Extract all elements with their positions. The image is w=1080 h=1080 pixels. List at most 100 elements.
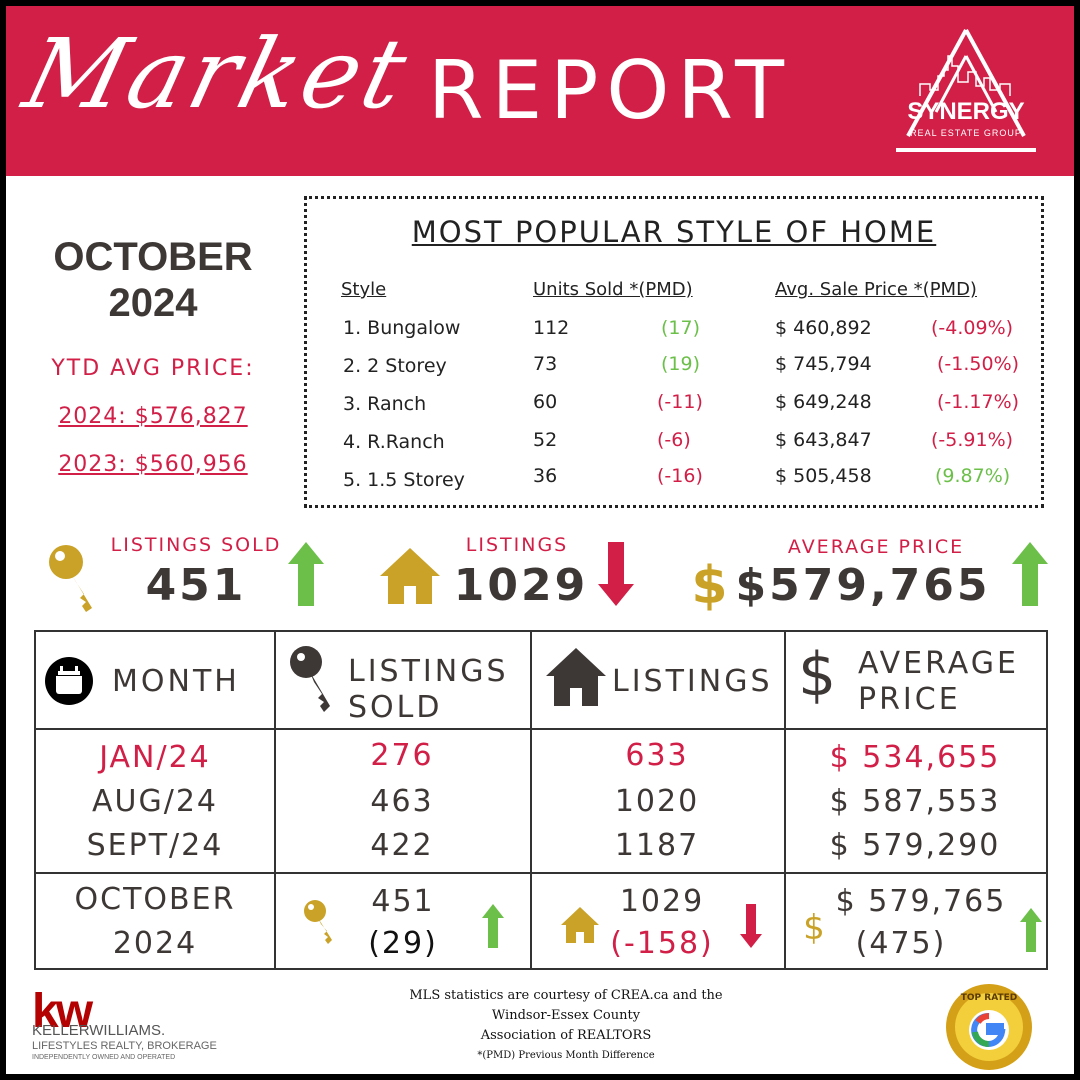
source-attribution: MLS statistics are courtesy of CREA.ca a… xyxy=(386,986,746,1066)
monthly-table: MONTH LISTINGS SOLD LISTINGS $ AVERAGE P… xyxy=(34,630,1048,970)
house-icon xyxy=(380,548,440,604)
synergy-logo-name: SYNERGY xyxy=(907,98,1025,125)
average-price-label: AVERAGE PRICE xyxy=(787,536,965,558)
current-listings: 1029 xyxy=(619,884,705,919)
ytd-2023: 2023: $560,956 xyxy=(58,452,248,477)
current-sold: 451 xyxy=(371,884,435,919)
avg-price: $ 643,847 xyxy=(775,429,872,451)
independently-owned-text: INDEPENDENTLY OWNED AND OPERATED xyxy=(32,1054,176,1061)
pmd-footnote: *(PMD) Previous Month Difference xyxy=(477,1050,655,1061)
arrow-down-icon xyxy=(740,904,762,948)
price-pmd: (9.87%) xyxy=(935,465,1011,487)
arrow-down-icon xyxy=(598,542,634,606)
header-units: Units Sold *(PMD) xyxy=(533,279,693,300)
avg-price: $ 649,248 xyxy=(775,391,872,413)
month-cell: JAN/24 xyxy=(99,740,211,775)
source-line-1: MLS statistics are courtesy of CREA.ca a… xyxy=(409,988,723,1003)
avg-price: $ 745,794 xyxy=(775,353,872,375)
price-cell: $ 587,553 xyxy=(829,784,1001,819)
average-price-value: $579,765 xyxy=(735,560,991,611)
key-icon xyxy=(290,646,330,712)
popular-styles-box: MOST POPULAR STYLE OF HOME Style Units S… xyxy=(304,196,1044,508)
badge-text: TOP RATED xyxy=(961,993,1017,1003)
average-price-header-line1: AVERAGE xyxy=(858,646,1019,681)
units-sold: 112 xyxy=(533,317,570,339)
popular-styles-title: MOST POPULAR STYLE OF HOME xyxy=(411,215,937,249)
price-pmd: (-5.91%) xyxy=(931,429,1014,451)
current-listings-pmd: (-158) xyxy=(610,926,714,961)
current-year: 2024 xyxy=(112,926,198,961)
units-sold: 73 xyxy=(533,353,558,375)
listings-cell: 1020 xyxy=(614,784,700,819)
average-price-header: AVERAGE PRICE xyxy=(858,646,1019,718)
style-name: 1. Bungalow xyxy=(343,317,461,339)
report-period: OCTOBER 2024 xyxy=(26,234,280,326)
listings-sold-header: LISTINGS SOLD xyxy=(348,654,509,726)
avg-price: $ 505,458 xyxy=(775,465,872,487)
price-pmd: (-4.09%) xyxy=(931,317,1014,339)
price-cell: $ 534,655 xyxy=(829,740,1001,775)
style-name: 5. 1.5 Storey xyxy=(343,469,465,491)
avg-price: $ 460,892 xyxy=(775,317,872,339)
top-rated-badge-icon: TOP RATED xyxy=(946,984,1032,1070)
arrow-up-icon xyxy=(1020,908,1042,952)
month-cell: SEPT/24 xyxy=(86,828,224,863)
source-line-2: Windsor-Essex County xyxy=(491,1008,641,1023)
synergy-logo-sub: REAL ESTATE GROUP xyxy=(910,128,1022,138)
month-header: MONTH xyxy=(112,664,240,699)
price-pmd: (-1.50%) xyxy=(937,353,1020,375)
listings-cell: 1187 xyxy=(614,828,700,863)
header-divider xyxy=(36,728,1046,730)
key-icon xyxy=(304,900,332,944)
house-icon xyxy=(561,907,599,943)
market-script-title: Market xyxy=(14,18,421,130)
month-cell: AUG/24 xyxy=(91,784,218,819)
ytd-label: YTD AVG PRICE: xyxy=(51,356,255,381)
dollar-icon: $ xyxy=(798,640,840,710)
units-pmd: (-6) xyxy=(657,429,691,451)
units-sold: 36 xyxy=(533,465,558,487)
style-name: 3. Ranch xyxy=(343,393,427,415)
sold-cell: 422 xyxy=(370,828,434,863)
report-month: OCTOBER xyxy=(53,235,253,279)
listings-sold-header-line2: SOLD xyxy=(348,690,443,725)
units-pmd: (17) xyxy=(661,317,701,339)
report-title: REPORT xyxy=(428,44,792,137)
current-price-pmd: (475) xyxy=(855,926,947,961)
dollar-icon: $ xyxy=(803,908,827,948)
listings-label: LISTINGS xyxy=(465,534,569,556)
listings-sold-header-line1: LISTINGS xyxy=(348,654,509,689)
listings-value: 1029 xyxy=(453,560,589,611)
synergy-logo-icon xyxy=(896,29,1036,152)
header-banner: Market REPORT SYNERGY REAL ESTATE GROUP xyxy=(6,6,1074,176)
header-price: Avg. Sale Price *(PMD) xyxy=(775,279,977,300)
brokerage-name: LIFESTYLES REALTY, BROKERAGE xyxy=(32,1040,217,1052)
current-sold-pmd: (29) xyxy=(368,926,438,961)
average-price-header-line2: PRICE xyxy=(858,682,961,717)
source-line-3: Association of REALTORS xyxy=(480,1028,652,1043)
sold-cell: 463 xyxy=(370,784,434,819)
sold-cell: 276 xyxy=(370,738,434,773)
listings-sold-value: 451 xyxy=(145,560,247,611)
keller-williams-name: KELLERWILLIAMS. xyxy=(32,1022,166,1039)
report-year: 2024 xyxy=(108,281,198,325)
units-pmd: (-11) xyxy=(657,391,703,413)
style-name: 2. 2 Storey xyxy=(343,355,447,377)
listings-sold-label: LISTINGS SOLD xyxy=(110,534,282,556)
units-sold: 52 xyxy=(533,429,558,451)
ytd-2024: 2024: $576,827 xyxy=(58,404,248,429)
listings-header: LISTINGS xyxy=(612,664,773,699)
price-cell: $ 579,290 xyxy=(829,828,1001,863)
calendar-icon xyxy=(45,657,93,705)
arrow-up-icon xyxy=(288,542,324,606)
column-divider xyxy=(274,632,276,970)
style-name: 4. R.Ranch xyxy=(343,431,445,453)
keller-williams-logo: kw xyxy=(32,985,93,1038)
market-report-page: Market REPORT SYNERGY REAL ESTATE GROUP … xyxy=(6,6,1074,1074)
price-pmd: (-1.17%) xyxy=(937,391,1020,413)
arrow-up-icon xyxy=(1012,542,1048,606)
current-price: $ 579,765 xyxy=(835,884,1007,919)
units-pmd: (19) xyxy=(661,353,701,375)
house-icon xyxy=(546,648,606,706)
header-style: Style xyxy=(341,279,387,300)
